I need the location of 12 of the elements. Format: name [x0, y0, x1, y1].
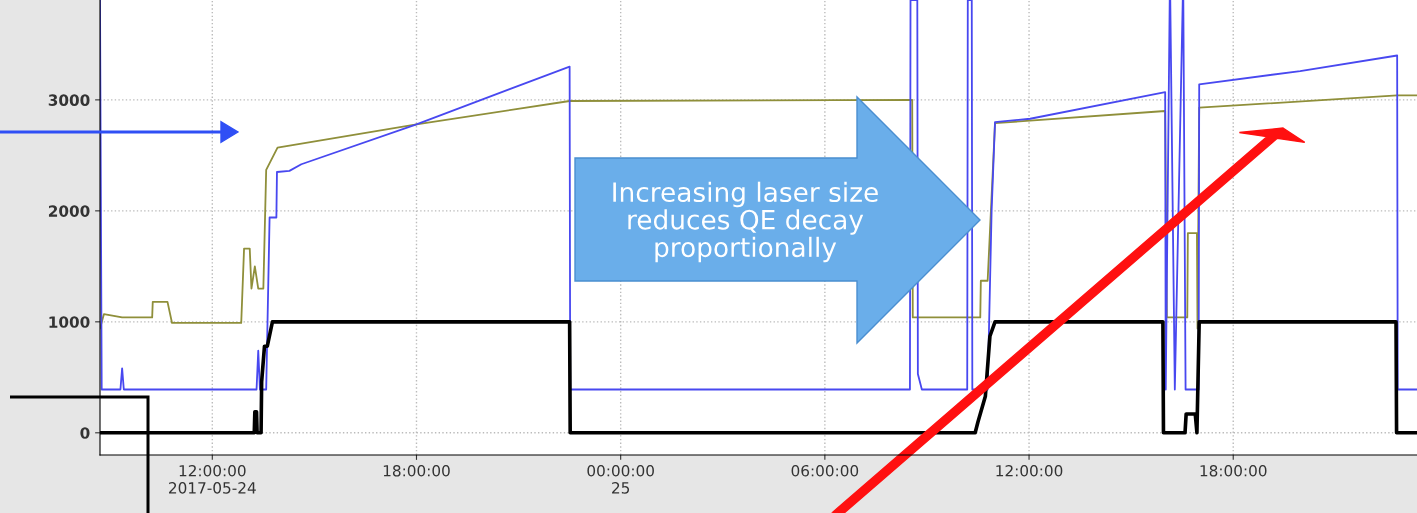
y-tick-label: 0: [80, 427, 90, 439]
y-tick-label: 3000: [48, 94, 90, 106]
line-series: [100, 0, 1417, 391]
x-tick-label: 12:00:00 2017-05-24: [169, 464, 256, 494]
x-tick-label: 06:00:00: [791, 464, 859, 477]
x-tick-label: 00:00:00 25: [587, 464, 654, 494]
x-tick-label: 12:00:00: [996, 464, 1063, 477]
y-tick-label: 2000: [48, 205, 90, 217]
annotation: Increasing laser size reduces QE decay proportionally: [613, 181, 878, 263]
y-tick-label: 1000: [49, 316, 90, 328]
x-tick-label: 18:00:00: [383, 464, 450, 477]
x-tick-label: 18:00:00: [1200, 464, 1267, 477]
